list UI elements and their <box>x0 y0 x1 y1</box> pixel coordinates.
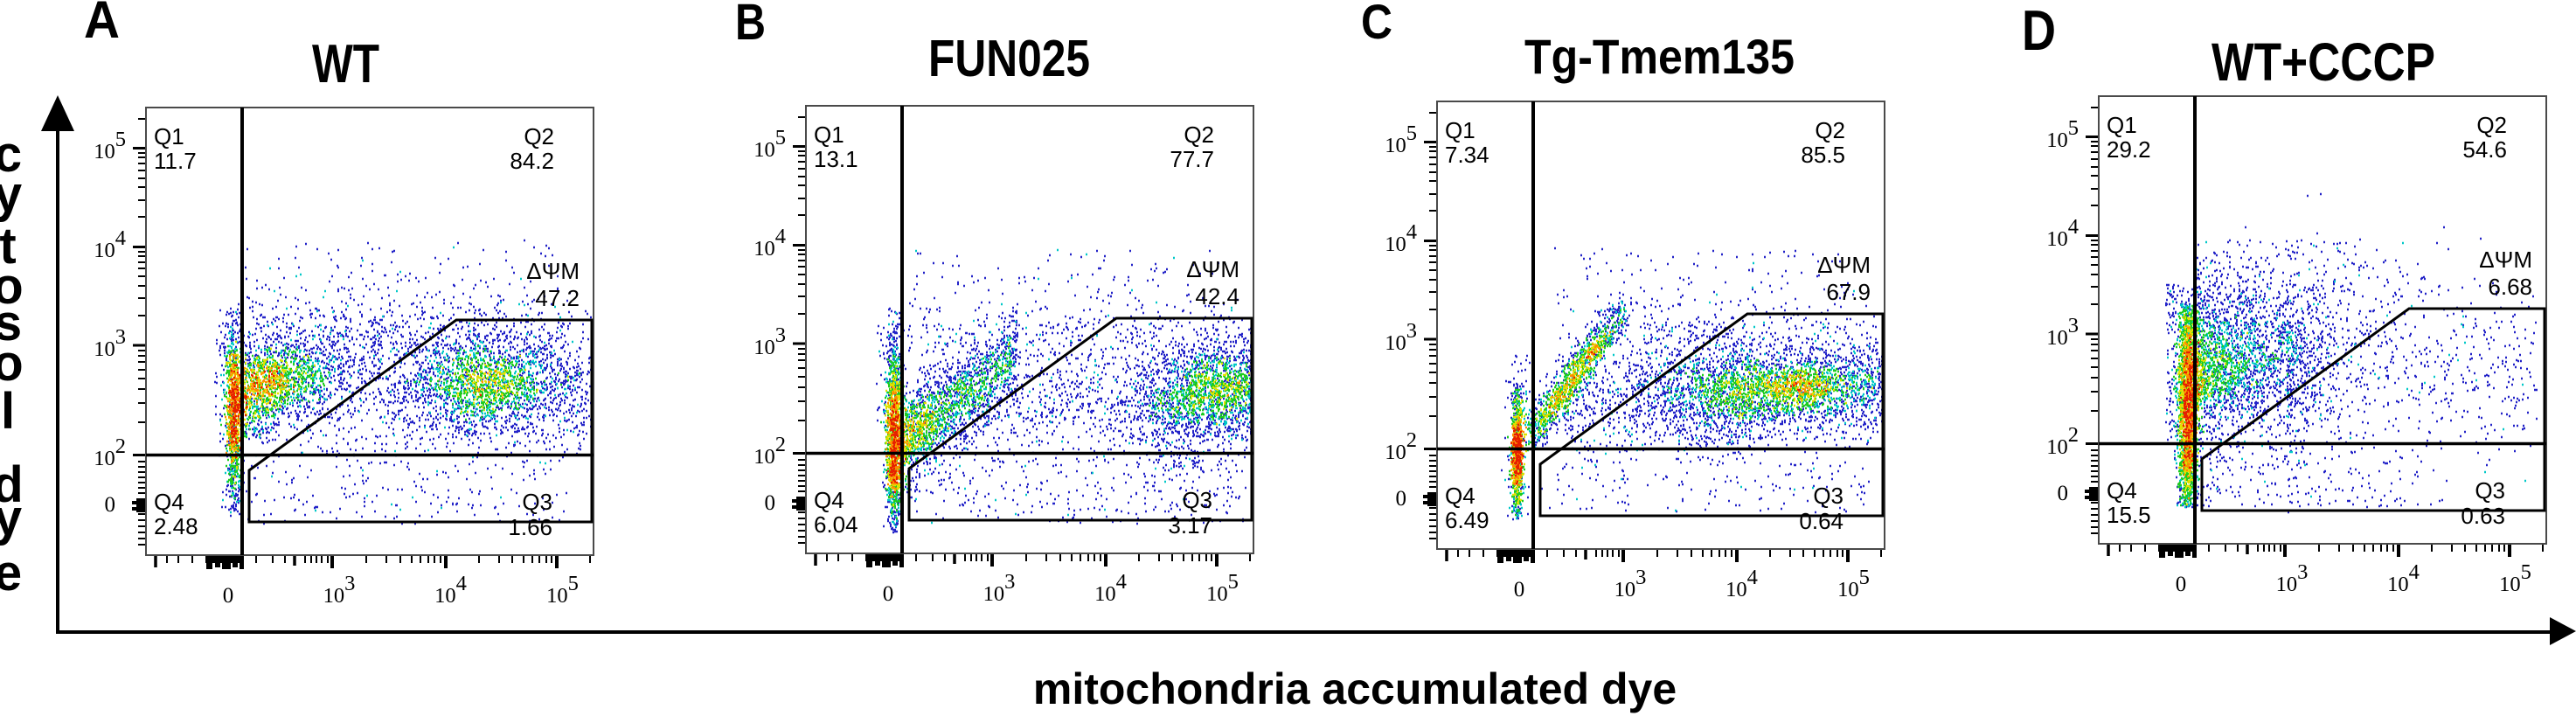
svg-text:77.7: 77.7 <box>1170 146 1214 172</box>
svg-text:103: 103 <box>753 323 786 359</box>
svg-text:2.48: 2.48 <box>154 513 198 539</box>
svg-text:Q2: Q2 <box>1815 117 1845 143</box>
svg-text:6.04: 6.04 <box>814 511 858 538</box>
svg-text:15.5: 15.5 <box>2107 502 2151 528</box>
svg-text:0: 0 <box>765 491 776 515</box>
svg-text:105: 105 <box>2046 116 2079 152</box>
svg-text:Q3: Q3 <box>522 489 552 515</box>
svg-text:103: 103 <box>2276 560 2309 596</box>
svg-text:Q1: Q1 <box>1445 117 1475 143</box>
svg-text:105: 105 <box>1837 566 1870 601</box>
svg-text:11.7: 11.7 <box>154 148 197 174</box>
svg-text:y: y <box>0 166 22 223</box>
svg-text:103: 103 <box>323 572 356 608</box>
svg-text:0: 0 <box>223 584 234 608</box>
svg-text:104: 104 <box>2387 560 2420 596</box>
svg-text:84.2: 84.2 <box>510 148 554 174</box>
svg-text:102: 102 <box>94 434 126 470</box>
svg-text:Tg-Tmem135: Tg-Tmem135 <box>1524 30 1795 84</box>
svg-text:s: s <box>0 295 22 351</box>
svg-text:1.66: 1.66 <box>508 514 552 540</box>
svg-text:WT+CCCP: WT+CCCP <box>2211 32 2435 92</box>
svg-text:C: C <box>1361 0 1392 49</box>
svg-text:Q1: Q1 <box>2107 112 2137 138</box>
svg-text:13.1: 13.1 <box>814 146 858 172</box>
svg-text:103: 103 <box>1385 319 1417 355</box>
svg-text:104: 104 <box>1725 566 1758 601</box>
svg-text:103: 103 <box>1614 566 1647 601</box>
svg-text:47.2: 47.2 <box>535 285 580 311</box>
svg-text:0.64: 0.64 <box>1799 508 1843 534</box>
svg-text:102: 102 <box>2046 423 2079 459</box>
svg-text:Q1: Q1 <box>814 122 844 148</box>
svg-text:3.17: 3.17 <box>1168 512 1212 539</box>
svg-text:ΔΨM: ΔΨM <box>1186 256 1239 282</box>
svg-text:105: 105 <box>94 128 126 163</box>
svg-text:104: 104 <box>94 226 126 262</box>
svg-text:ΔΨM: ΔΨM <box>2479 247 2532 273</box>
svg-text:Q1: Q1 <box>154 123 184 149</box>
svg-text:0.63: 0.63 <box>2461 503 2505 529</box>
svg-text:Q2: Q2 <box>1184 122 1214 148</box>
svg-text:104: 104 <box>434 572 467 608</box>
svg-text:104: 104 <box>1385 220 1417 256</box>
svg-text:103: 103 <box>94 325 126 361</box>
svg-text:103: 103 <box>983 570 1016 606</box>
svg-text:103: 103 <box>2046 314 2079 350</box>
svg-text:0: 0 <box>105 493 116 517</box>
svg-text:102: 102 <box>1385 428 1417 464</box>
svg-text:t: t <box>0 218 17 275</box>
svg-text:o: o <box>0 335 24 392</box>
svg-text:54.6: 54.6 <box>2462 136 2507 163</box>
svg-text:0: 0 <box>883 582 894 606</box>
svg-text:y: y <box>0 490 22 546</box>
svg-text:d: d <box>0 456 24 513</box>
svg-text:105: 105 <box>546 572 579 608</box>
svg-text:e: e <box>0 545 22 601</box>
svg-text:ΔΨM: ΔΨM <box>1817 252 1871 278</box>
svg-text:B: B <box>735 0 766 51</box>
svg-text:FUN025: FUN025 <box>928 30 1090 87</box>
svg-text:104: 104 <box>753 225 786 261</box>
svg-text:0: 0 <box>2176 573 2187 596</box>
svg-text:0: 0 <box>1514 578 1525 601</box>
svg-text:6.49: 6.49 <box>1445 507 1489 533</box>
svg-text:0: 0 <box>2058 482 2069 505</box>
svg-text:Q3: Q3 <box>1813 483 1843 509</box>
svg-text:104: 104 <box>2046 215 2079 251</box>
svg-text:l: l <box>1 383 15 440</box>
svg-text:c: c <box>0 126 22 183</box>
svg-text:WT: WT <box>312 33 379 94</box>
svg-text:0: 0 <box>1396 487 1407 511</box>
svg-text:Q4: Q4 <box>2107 477 2137 504</box>
svg-text:105: 105 <box>2499 560 2531 596</box>
svg-text:ΔΨM: ΔΨM <box>526 258 580 284</box>
svg-text:Q2: Q2 <box>524 123 554 149</box>
svg-text:42.4: 42.4 <box>1195 283 1239 309</box>
svg-text:85.5: 85.5 <box>1801 142 1845 168</box>
svg-text:Q3: Q3 <box>2475 477 2505 504</box>
svg-text:Q4: Q4 <box>814 487 844 513</box>
svg-text:102: 102 <box>753 433 786 469</box>
svg-text:Q4: Q4 <box>1445 483 1475 509</box>
svg-text:105: 105 <box>753 126 786 162</box>
svg-text:105: 105 <box>1385 122 1417 157</box>
svg-text:67.9: 67.9 <box>1826 279 1871 305</box>
svg-text:104: 104 <box>1094 570 1127 606</box>
svg-text:mitochondria accumulated dye: mitochondria accumulated dye <box>1033 664 1677 713</box>
svg-text:6.68: 6.68 <box>2488 274 2532 300</box>
svg-text:D: D <box>2022 0 2056 62</box>
svg-text:o: o <box>0 258 24 315</box>
svg-text:105: 105 <box>1206 570 1239 606</box>
svg-text:Q4: Q4 <box>154 489 184 515</box>
svg-text:Q2: Q2 <box>2476 112 2507 138</box>
svg-text:A: A <box>84 0 120 49</box>
svg-text:29.2: 29.2 <box>2107 136 2151 163</box>
svg-text:Q3: Q3 <box>1182 487 1212 513</box>
svg-text:7.34: 7.34 <box>1445 142 1489 168</box>
